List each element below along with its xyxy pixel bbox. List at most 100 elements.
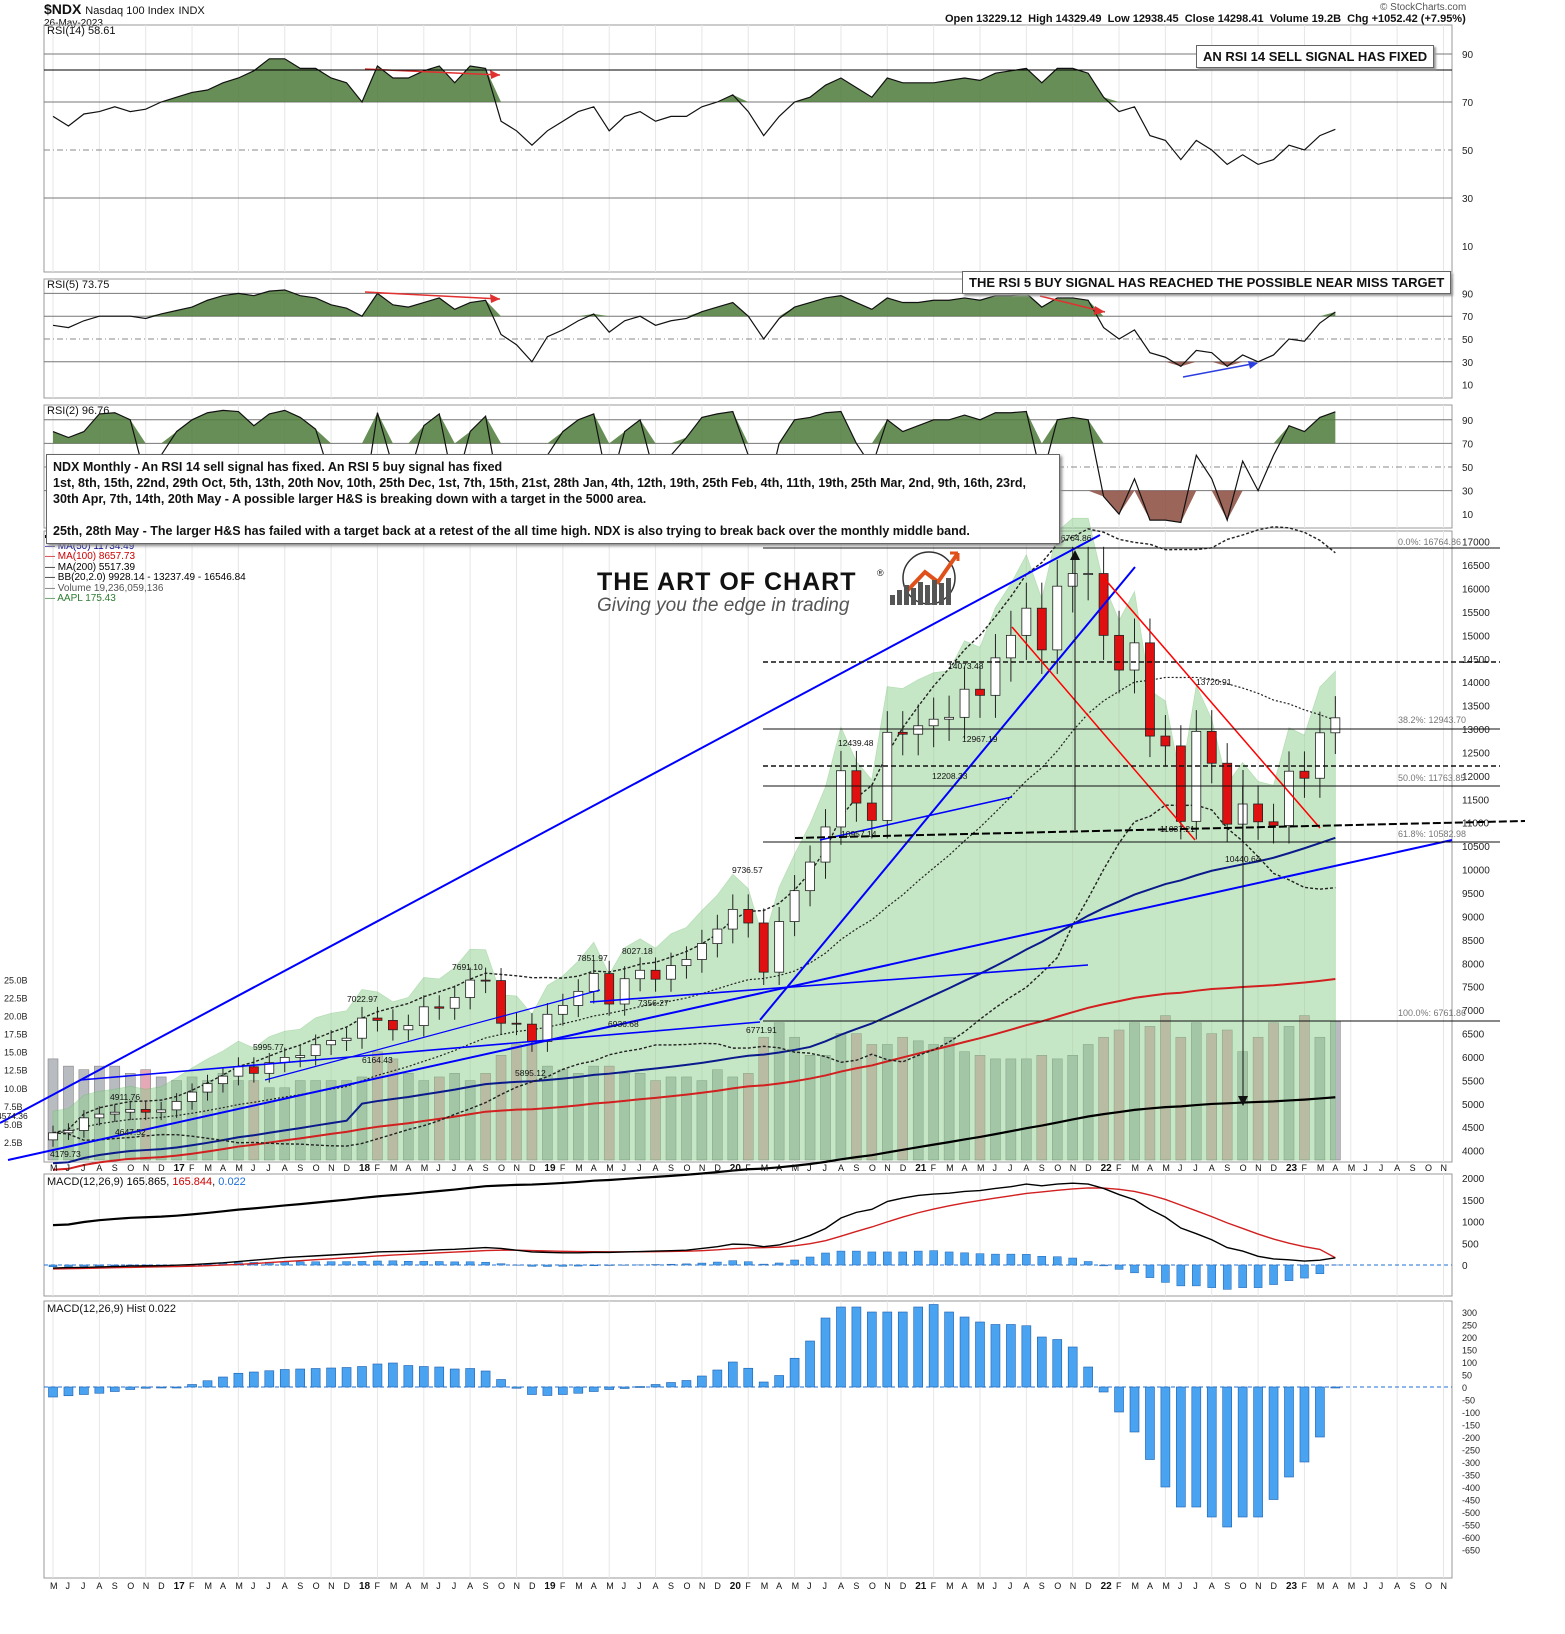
price-tick-label: 13500	[1462, 702, 1490, 713]
macd-panel-hist-bar	[1300, 1264, 1309, 1279]
price-tick-label: 14500	[1462, 655, 1490, 666]
hist-bar	[465, 1368, 475, 1388]
candle-body	[712, 928, 723, 944]
month-label: D	[1085, 1581, 1092, 1591]
price-annotation: 7022.97	[347, 994, 378, 1004]
legend-item: — MA(50) 11734.49	[45, 540, 135, 552]
candle-body	[202, 1083, 213, 1093]
month-label: 17	[174, 1581, 186, 1592]
price-tick-label: 6500	[1462, 1030, 1485, 1041]
macd-panel-hist-bar	[774, 1262, 784, 1266]
hist-bar	[558, 1386, 568, 1395]
candle-body	[264, 1062, 275, 1074]
month-label: F	[560, 1163, 566, 1173]
hist-bar	[635, 1386, 645, 1388]
candle-body	[1129, 642, 1140, 671]
exchange: INDX	[178, 5, 205, 17]
macd-panel-hist-bar	[295, 1261, 305, 1266]
month-label: N	[884, 1581, 891, 1591]
month-label: J	[1008, 1581, 1013, 1591]
hist-bar	[449, 1368, 460, 1388]
candle-body	[248, 1066, 259, 1074]
hist-bar	[1129, 1386, 1140, 1433]
hist-bar	[944, 1311, 954, 1388]
chart-date: 26-May-2023	[44, 18, 103, 29]
hist-bar	[774, 1375, 784, 1388]
month-label: M	[946, 1163, 954, 1173]
logo-reg: ®	[877, 568, 884, 578]
macd-panel-hist-bar	[64, 1264, 73, 1267]
candle-body	[836, 770, 846, 828]
rsi-tick-label: 10	[1462, 510, 1474, 521]
month-label: M	[50, 1581, 58, 1591]
hist-bar	[79, 1386, 89, 1395]
rsi2-line	[52, 409, 1336, 524]
month-label: O	[1425, 1163, 1432, 1173]
price-annotation: 13720.91	[1196, 677, 1232, 687]
month-label: N	[514, 1163, 521, 1173]
month-label: 18	[359, 1581, 371, 1592]
hist-bar	[1330, 1386, 1341, 1389]
price-tick-label: 8000	[1462, 959, 1485, 970]
volume-tick-label: 7.5B	[4, 1102, 23, 1112]
month-label: D	[900, 1581, 907, 1591]
volume-tick-label: 15.0B	[4, 1048, 28, 1058]
month-label: O	[1425, 1581, 1432, 1591]
macd-tick-label: 1000	[1462, 1218, 1485, 1229]
hist-bar	[310, 1368, 321, 1388]
header-symbol-block: $NDX Nasdaq 100 Index INDX	[44, 1, 205, 17]
candle-body	[1268, 821, 1279, 826]
month-label: M	[1162, 1581, 1170, 1591]
price-annotation: 5895.12	[515, 1068, 546, 1078]
macd-panel-hist-bar	[558, 1264, 568, 1267]
hist-bar	[295, 1368, 306, 1388]
hist-tick-label: 200	[1462, 1333, 1477, 1343]
month-label: N	[1441, 1581, 1448, 1591]
month-label: S	[1410, 1581, 1416, 1591]
rsi5-note: THE RSI 5 BUY SIGNAL HAS REACHED THE POS…	[962, 271, 1452, 294]
candle-body	[727, 908, 738, 930]
month-label: D	[158, 1163, 165, 1173]
month-label: M	[421, 1581, 429, 1591]
hist-bar	[1098, 1386, 1109, 1393]
hist-bar	[388, 1362, 398, 1388]
candle-body	[697, 943, 707, 960]
month-label: M	[575, 1163, 583, 1173]
month-label: 19	[544, 1581, 556, 1592]
macd-panel-hist-bar	[527, 1264, 537, 1267]
volume-tick-label: 10.0B	[4, 1084, 28, 1094]
month-label: S	[668, 1581, 674, 1591]
macd-label: MACD(12,26,9) 165.865, 165.844, 0.022	[47, 1176, 246, 1188]
hist-bar	[279, 1369, 290, 1388]
macd-panel-hist-bar	[404, 1261, 413, 1266]
candle-body	[1222, 762, 1233, 825]
candle-body	[79, 1117, 89, 1131]
month-label: O	[869, 1581, 876, 1591]
month-label: J	[1363, 1163, 1368, 1173]
month-label: M	[1348, 1581, 1356, 1591]
month-label: S	[112, 1163, 118, 1173]
hist-bar	[867, 1311, 877, 1388]
volume-tick-label: 22.5B	[4, 994, 28, 1004]
hist-tick-label: -450	[1462, 1496, 1480, 1506]
hist-tick-label: 250	[1462, 1321, 1477, 1331]
macd-panel-hist-bar	[1130, 1264, 1139, 1274]
art-of-chart-logo: THE ART OF CHART ® Giving you the edge i…	[597, 551, 960, 616]
candle-body	[94, 1113, 105, 1119]
macd-panel-hist-bar	[435, 1261, 444, 1266]
month-label: D	[1085, 1163, 1092, 1173]
month-label: M	[606, 1163, 614, 1173]
month-label: O	[869, 1163, 876, 1173]
macd-panel-hist-bar	[589, 1264, 598, 1267]
month-label: A	[1023, 1581, 1029, 1591]
hist-tick-label: -250	[1462, 1446, 1480, 1456]
price-annotation: 7851.97	[577, 953, 608, 963]
month-label: S	[112, 1581, 118, 1591]
month-label: J	[1363, 1581, 1368, 1591]
candle-body	[357, 1017, 367, 1039]
macd-panel-hist-bar	[1037, 1256, 1047, 1266]
hist-tick-label: -500	[1462, 1508, 1480, 1518]
month-label: D	[158, 1581, 165, 1591]
macd-panel-hist-bar	[311, 1261, 320, 1266]
